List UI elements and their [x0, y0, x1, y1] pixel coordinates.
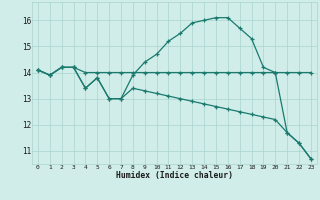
X-axis label: Humidex (Indice chaleur): Humidex (Indice chaleur) — [116, 171, 233, 180]
